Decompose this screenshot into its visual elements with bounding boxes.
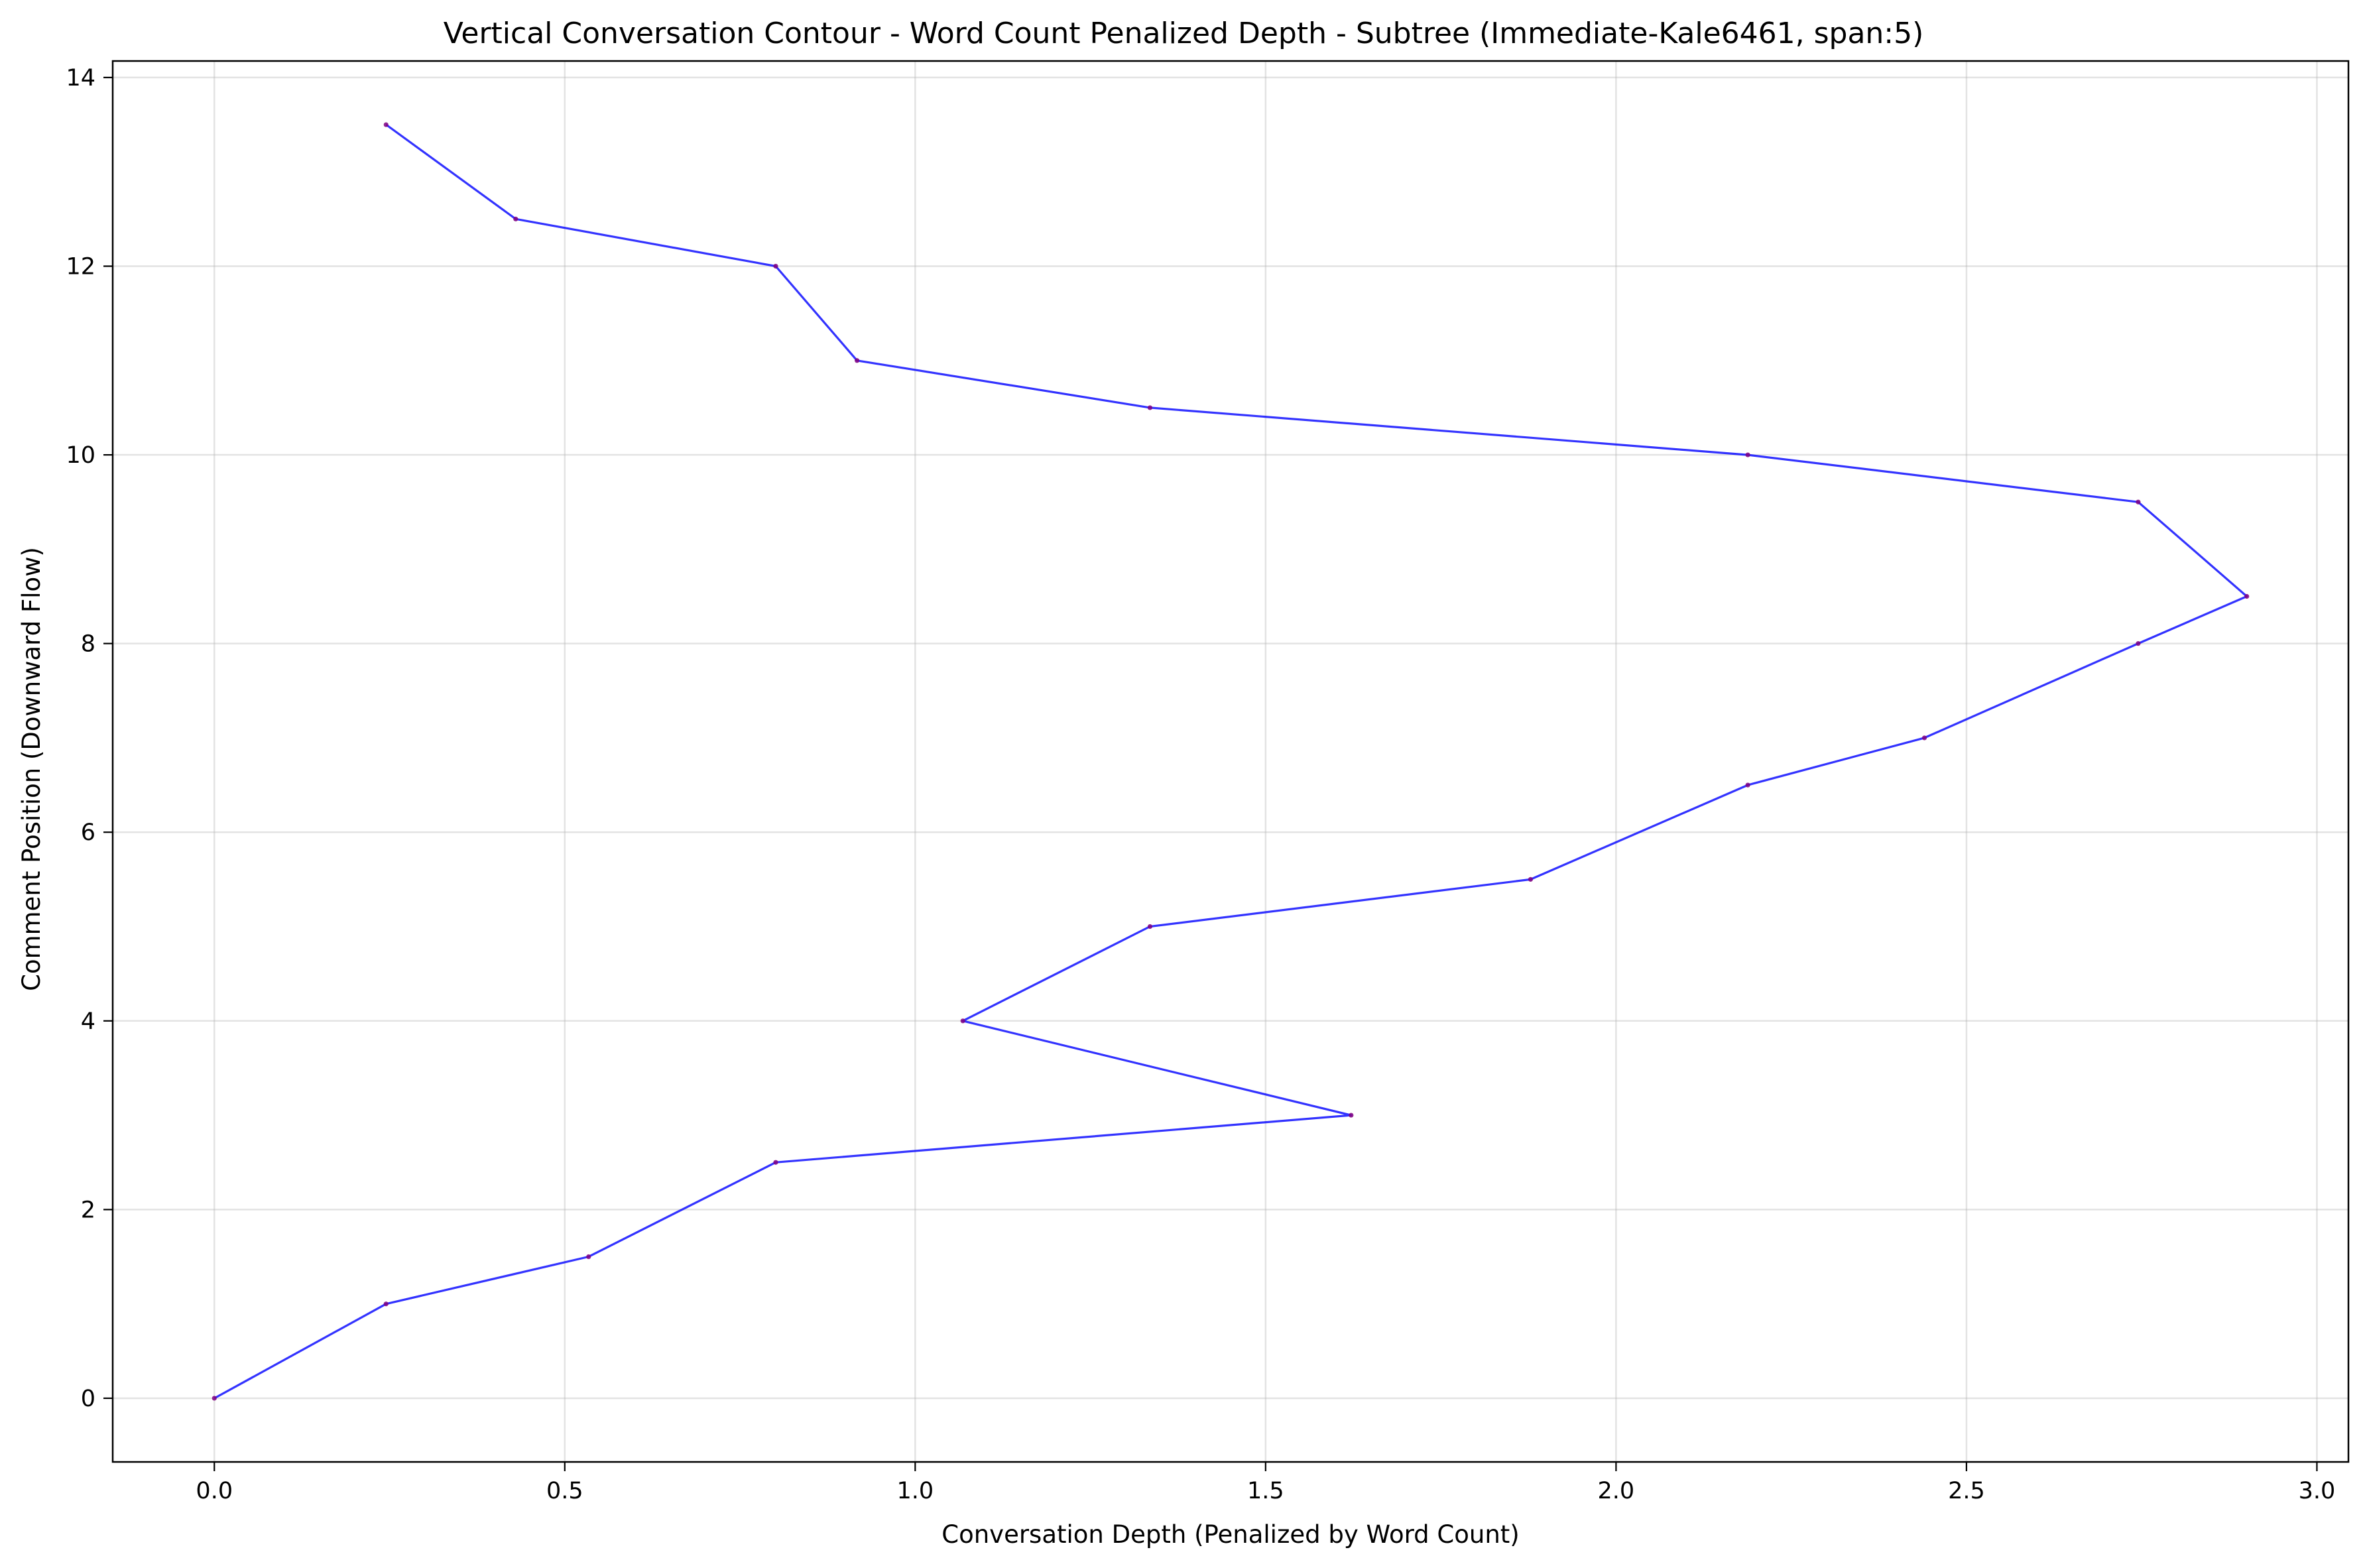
- data-point: [586, 1254, 591, 1260]
- data-point: [1349, 1113, 1354, 1118]
- data-point: [2136, 641, 2141, 646]
- y-axis-label: Comment Position (Downward Flow): [17, 547, 46, 991]
- x-tick-label: 2.0: [1598, 1478, 1635, 1504]
- y-tick-label: 6: [81, 819, 95, 846]
- tick-layer: 0.0 0.5 1.0 1.5 2.0 2.5 3.0 0 2 4 6 8 10 12 14: [66, 65, 2335, 1504]
- y-tick-label: 12: [66, 253, 95, 280]
- grid-layer: [113, 61, 2348, 1462]
- x-tick-label: 1.5: [1247, 1478, 1284, 1504]
- y-tick-label: 14: [66, 65, 95, 91]
- x-tick-label: 2.5: [1948, 1478, 1985, 1504]
- data-point: [773, 1160, 778, 1165]
- data-point: [773, 263, 778, 269]
- x-tick-label: 3.0: [2299, 1478, 2336, 1504]
- data-point: [2136, 499, 2141, 505]
- series-layer: [212, 122, 2250, 1401]
- x-axis-label: Conversation Depth (Penalized by Word Co…: [941, 1520, 1519, 1549]
- chart-title: Vertical Conversation Contour - Word Cou…: [444, 17, 1924, 50]
- y-tick-label: 0: [81, 1386, 95, 1412]
- x-tick-label: 0.5: [546, 1478, 583, 1504]
- data-point: [1745, 782, 1750, 788]
- data-point: [1147, 924, 1153, 930]
- data-point: [1745, 452, 1750, 457]
- x-tick-label: 1.0: [896, 1478, 934, 1504]
- y-tick-label: 10: [66, 442, 95, 469]
- data-point: [383, 122, 389, 127]
- data-point: [513, 216, 518, 221]
- y-tick-label: 8: [81, 631, 95, 658]
- data-point: [854, 358, 860, 363]
- data-point: [2244, 593, 2250, 599]
- data-point: [1147, 405, 1153, 410]
- data-point: [960, 1018, 965, 1024]
- data-point: [1921, 735, 1927, 741]
- series-line: [213, 123, 2248, 1400]
- data-point: [1528, 876, 1534, 882]
- data-point: [212, 1396, 217, 1401]
- y-tick-label: 2: [81, 1197, 95, 1223]
- data-point: [383, 1301, 389, 1307]
- plot-frame: [111, 60, 2350, 1463]
- y-tick-label: 4: [81, 1008, 95, 1035]
- x-tick-label: 0.0: [196, 1478, 233, 1504]
